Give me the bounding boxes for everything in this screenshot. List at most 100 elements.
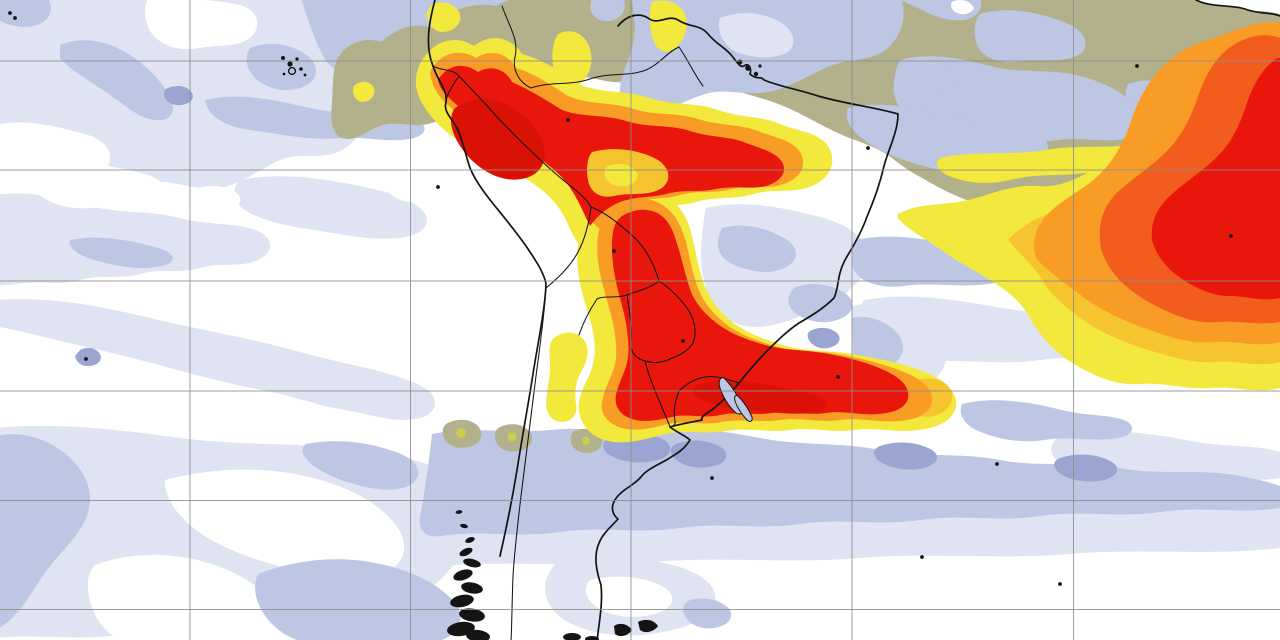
- yellow-spot: [426, 2, 461, 33]
- border-argentina-bolivia: [578, 298, 598, 336]
- fjord-blob: [465, 537, 475, 543]
- contour-shape: [0, 0, 51, 27]
- fjord-blob: [461, 582, 483, 594]
- atlantic-coastline: [595, 14, 899, 640]
- plume-core: [451, 98, 545, 180]
- point-marker: [681, 339, 685, 343]
- contour-shape: [164, 85, 193, 106]
- falkland-islands: [614, 619, 658, 637]
- contour-shape: [0, 299, 435, 420]
- point-marker: [8, 11, 12, 15]
- island-dot: [758, 64, 762, 68]
- tierra-del-fuego: [563, 633, 599, 640]
- yellow-spot: [552, 31, 592, 88]
- island-shape: [614, 623, 632, 637]
- island-shape: [585, 636, 599, 640]
- contour-shape: [1054, 454, 1118, 482]
- island-shape: [638, 619, 658, 633]
- island-dot: [299, 67, 303, 71]
- contour-shape: [60, 40, 174, 121]
- contour-shape: [164, 469, 405, 579]
- island-dot: [295, 57, 299, 61]
- contour-shape: [145, 0, 258, 50]
- border-colombia-venezuela: [501, 5, 532, 89]
- fjord-blob: [460, 523, 468, 529]
- contour-shape: [234, 176, 427, 239]
- fjord-blob: [459, 608, 485, 622]
- border-peru-brazil: [496, 116, 592, 208]
- contour-shape: [974, 10, 1086, 63]
- yellow-spot: [352, 81, 375, 102]
- red-level-group: [438, 58, 1280, 421]
- contour-shape: [960, 400, 1133, 442]
- island-dot: [287, 61, 293, 67]
- point-marker: [1135, 64, 1139, 68]
- point-marker: [920, 555, 924, 559]
- border-guyana-brazil: [678, 46, 704, 87]
- coastlines: [427, 0, 1280, 640]
- contour-shape: [378, 127, 452, 202]
- galapagos-islands: [281, 56, 307, 77]
- fjord-blob: [455, 510, 463, 514]
- border-chile-argentina: [510, 287, 547, 640]
- point-markers: [8, 11, 1233, 586]
- contour-level-3-group: [75, 85, 1118, 482]
- contour-shape: [75, 347, 101, 367]
- point-marker: [836, 375, 840, 379]
- point-marker: [84, 357, 88, 361]
- border-parana-river: [644, 360, 671, 428]
- coastal-lagoons: [718, 377, 753, 422]
- patagonian-fjords: [447, 510, 490, 640]
- lagoon: [734, 394, 753, 422]
- point-marker: [13, 16, 17, 20]
- contour-shape: [718, 13, 794, 58]
- border-peru-bolivia: [545, 206, 592, 289]
- fjord-blob: [453, 569, 473, 581]
- island-dot: [303, 73, 307, 77]
- island-ring: [287, 66, 297, 76]
- contour-shape: [246, 43, 316, 91]
- fjord-blob: [463, 558, 481, 568]
- contour-shape: [0, 193, 270, 286]
- plume-red-atlantic: [1151, 58, 1280, 300]
- border-colombia-peru: [458, 75, 498, 118]
- contour-shape: [255, 559, 461, 640]
- contour-shape: [717, 225, 796, 272]
- pacific-coastline: [427, 0, 547, 557]
- contour-shape: [193, 186, 241, 213]
- contour-shape: [302, 441, 419, 490]
- plume-yellow-west-lobe: [546, 332, 588, 422]
- olive-dot-center: [507, 432, 517, 442]
- island-shape: [563, 633, 581, 640]
- fjord-blob: [450, 594, 474, 608]
- point-marker: [612, 249, 616, 253]
- contour-shape: [585, 576, 673, 617]
- island-dot: [282, 72, 286, 76]
- point-marker: [866, 146, 870, 150]
- point-marker: [710, 476, 714, 480]
- island-dot: [281, 56, 285, 60]
- fjord-blob: [466, 629, 490, 640]
- point-marker: [995, 462, 999, 466]
- island-dot: [753, 71, 759, 77]
- contour-shape: [590, 0, 625, 22]
- plume-red-southeast: [611, 209, 909, 421]
- contour-shape: [0, 434, 90, 628]
- plume-red-north: [438, 65, 785, 226]
- contour-shape: [874, 442, 938, 470]
- border-venezuela-brazil: [530, 46, 680, 89]
- yellow-spot: [649, 0, 687, 52]
- contour-shape: [87, 554, 280, 640]
- contour-shape: [951, 0, 974, 15]
- contour-shape: [902, 61, 957, 96]
- border-paraguay-east: [644, 280, 696, 364]
- point-marker: [1229, 234, 1233, 238]
- olive-dot-center: [582, 437, 590, 445]
- point-marker: [1058, 582, 1062, 586]
- contour-shape: [807, 327, 840, 349]
- fjord-blob: [459, 547, 473, 557]
- contour-shape: [683, 598, 732, 629]
